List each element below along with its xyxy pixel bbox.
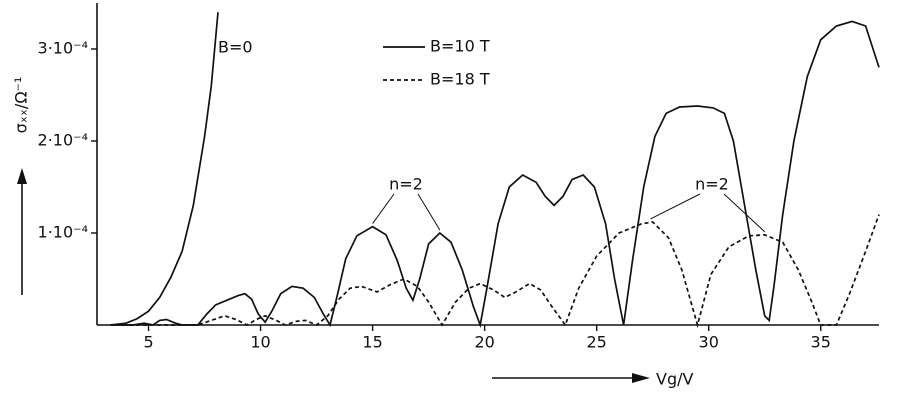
annotation: n=2 bbox=[389, 175, 423, 194]
y-tick-label: 2·10⁻⁴ bbox=[38, 131, 88, 150]
x-axis-label: Vg/V bbox=[656, 370, 693, 389]
legend-label: B=18 T bbox=[430, 70, 490, 89]
y-tick-label: 3·10⁻⁴ bbox=[38, 39, 88, 58]
y-arrowhead bbox=[17, 168, 27, 184]
annotation-pointer bbox=[372, 193, 395, 224]
annotation: n=2 bbox=[695, 175, 729, 194]
legend-label: B=10 T bbox=[430, 37, 490, 56]
annotation-pointer bbox=[723, 193, 766, 233]
annotation-pointer bbox=[417, 193, 441, 231]
annotation-pointer bbox=[650, 193, 701, 220]
x-tick-label: 25 bbox=[586, 333, 606, 352]
series-line bbox=[110, 12, 219, 326]
x-tick-label: 35 bbox=[811, 333, 831, 352]
x-arrowhead bbox=[632, 373, 650, 383]
y-axis-label: σₓₓ/Ω⁻¹ bbox=[12, 77, 31, 134]
x-tick-label: 5 bbox=[143, 333, 153, 352]
x-tick-label: 30 bbox=[699, 333, 719, 352]
y-tick-label: 1·10⁻⁴ bbox=[38, 223, 88, 242]
x-tick-label: 20 bbox=[474, 333, 494, 352]
series-line bbox=[110, 20, 880, 329]
x-tick-label: 10 bbox=[250, 333, 270, 352]
x-tick-label: 15 bbox=[362, 333, 382, 352]
series-label: B=0 bbox=[218, 38, 253, 57]
